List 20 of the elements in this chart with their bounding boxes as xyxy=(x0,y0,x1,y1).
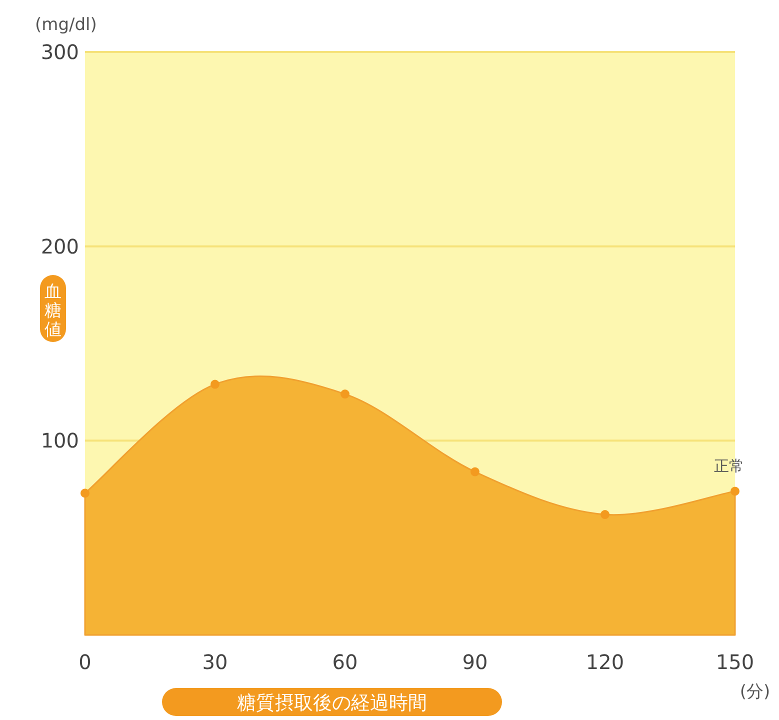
annotation: 正常 xyxy=(714,457,744,476)
y-tick-label: 300 xyxy=(40,40,79,64)
x-axis-title: 糖質摂取後の経過時間 xyxy=(237,692,427,714)
x-tick-label: 90 xyxy=(462,650,488,674)
point xyxy=(80,488,90,498)
x-tick-label: 120 xyxy=(586,650,624,674)
x-tick-label: 60 xyxy=(332,650,358,674)
point xyxy=(730,486,740,496)
point xyxy=(340,390,350,399)
text: (mg/dl) xyxy=(35,15,97,35)
text: (分) xyxy=(740,682,770,702)
x-tick-label: 30 xyxy=(202,650,228,674)
y-tick-label: 200 xyxy=(40,234,79,258)
point xyxy=(210,380,220,389)
y-tick-label: 100 xyxy=(40,428,79,453)
y-axis-title: 血糖値 xyxy=(44,282,62,340)
x-tick-label: 150 xyxy=(716,650,754,674)
point xyxy=(470,467,480,476)
x-tick-label: 0 xyxy=(78,650,92,674)
point xyxy=(600,510,610,520)
